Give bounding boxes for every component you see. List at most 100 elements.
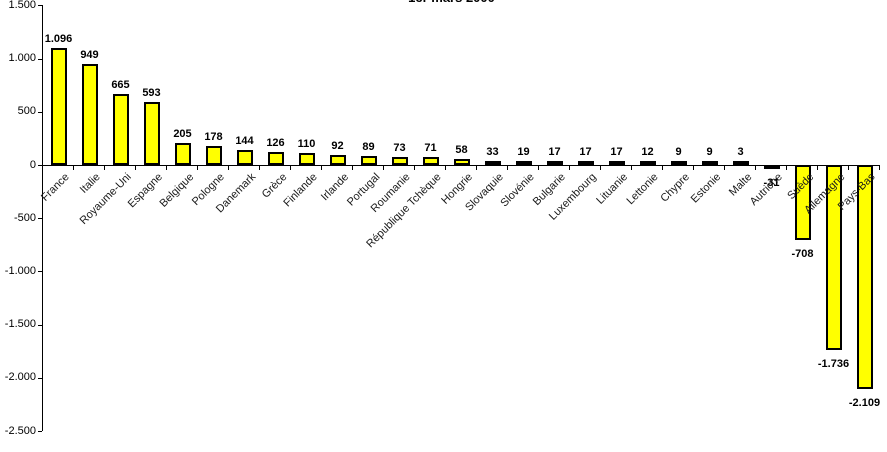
bar-value-label: 665 — [111, 79, 130, 92]
bar — [236, 149, 253, 165]
bar — [143, 101, 160, 165]
x-tick — [135, 165, 136, 170]
y-tick-label: -500 — [13, 211, 36, 224]
bar-value-label: 3 — [737, 146, 744, 158]
x-tick — [73, 165, 74, 170]
x-tick — [476, 165, 477, 170]
bar-value-label: -1.736 — [817, 357, 850, 370]
x-category-label: Lituanie — [594, 171, 630, 207]
bar — [639, 161, 656, 165]
x-category-label: Slovénie — [498, 171, 537, 210]
x-tick — [352, 165, 353, 170]
x-tick — [569, 165, 570, 170]
bar — [422, 157, 439, 165]
bar-value-label: 89 — [362, 140, 375, 153]
bar-value-label: 593 — [142, 86, 161, 99]
bar — [484, 161, 501, 165]
x-tick — [507, 165, 508, 170]
bar — [453, 158, 470, 165]
bar-value-label: 110 — [297, 138, 316, 151]
y-tick — [38, 324, 42, 326]
x-category-label: France — [39, 171, 72, 204]
x-tick — [166, 165, 167, 170]
bar-value-label: -2.109 — [848, 397, 881, 410]
bar — [81, 64, 98, 165]
x-tick — [879, 165, 880, 170]
y-tick-label: 1.500 — [8, 0, 36, 11]
x-tick — [755, 165, 756, 170]
y-tick — [38, 271, 42, 273]
bar — [50, 48, 67, 165]
bar-value-label: 71 — [424, 142, 437, 155]
x-tick — [724, 165, 725, 170]
x-tick — [693, 165, 694, 170]
bar — [763, 165, 780, 169]
bar-value-label: 73 — [393, 142, 406, 155]
y-tick-label: 1.000 — [8, 52, 36, 65]
bar — [732, 161, 749, 165]
bar — [577, 161, 594, 165]
bar — [701, 161, 718, 165]
x-tick — [445, 165, 446, 170]
x-tick — [259, 165, 260, 170]
bar — [174, 143, 191, 165]
x-tick — [197, 165, 198, 170]
bar — [794, 165, 811, 241]
bar-value-label: -31 — [763, 177, 780, 189]
x-tick — [290, 165, 291, 170]
bar-value-label: 144 — [235, 134, 254, 147]
bar — [515, 161, 532, 165]
x-tick — [817, 165, 818, 170]
bar-value-label: 33 — [486, 146, 499, 158]
x-axis — [42, 165, 880, 166]
bar — [856, 165, 873, 390]
x-tick — [414, 165, 415, 170]
bar — [546, 161, 563, 165]
bar-value-label: 17 — [579, 146, 592, 158]
bar-value-label: 17 — [610, 146, 623, 158]
x-category-label: Lettonie — [624, 171, 661, 208]
bar-value-label: 19 — [517, 146, 530, 158]
bar-value-label: 12 — [641, 146, 654, 158]
x-tick — [321, 165, 322, 170]
y-tick-label: -2.000 — [4, 371, 36, 384]
bar-value-label: 949 — [80, 49, 99, 61]
y-tick — [38, 218, 42, 220]
x-tick — [538, 165, 539, 170]
x-tick — [104, 165, 105, 170]
bar-value-label: 205 — [173, 128, 192, 141]
bar-value-label: 178 — [204, 131, 223, 144]
bar — [825, 165, 842, 350]
y-tick-label: -1.500 — [4, 318, 36, 331]
y-tick — [38, 431, 42, 432]
y-tick — [38, 58, 42, 60]
y-tick-label: -2.500 — [4, 424, 36, 437]
bar — [608, 161, 625, 165]
bar — [329, 155, 346, 165]
bar — [267, 151, 284, 165]
x-tick — [42, 165, 43, 170]
x-tick — [848, 165, 849, 170]
x-category-label: Italie — [78, 171, 103, 196]
x-tick — [662, 165, 663, 170]
bar — [298, 153, 315, 165]
bar-value-label: 9 — [706, 146, 713, 158]
y-tick-label: -1.000 — [4, 264, 36, 277]
bar-value-label: -708 — [791, 248, 814, 261]
y-tick — [38, 111, 42, 113]
y-tick — [38, 5, 42, 7]
x-tick — [786, 165, 787, 170]
bar — [670, 161, 687, 165]
bar — [112, 94, 129, 165]
bar-value-label: 1.096 — [44, 33, 73, 46]
x-tick — [600, 165, 601, 170]
x-category-label: Estonie — [688, 171, 723, 206]
x-category-label: Chypre — [658, 171, 692, 205]
y-tick — [38, 377, 42, 379]
y-tick — [38, 165, 42, 166]
y-axis — [42, 5, 43, 431]
bar — [391, 157, 408, 165]
bar-value-label: 92 — [331, 140, 344, 153]
x-tick — [383, 165, 384, 170]
